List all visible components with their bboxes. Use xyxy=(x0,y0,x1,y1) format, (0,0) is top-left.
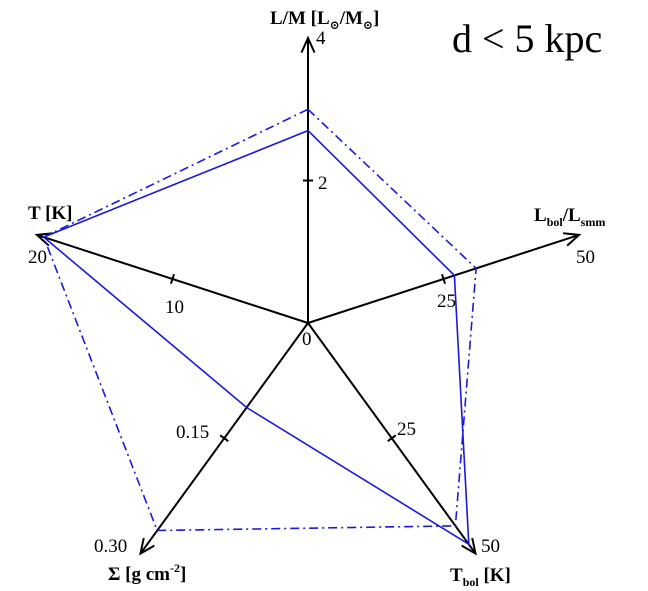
axis-label-sigma: Σ [g cm-2] xyxy=(108,561,186,585)
axis-tick-t xyxy=(169,273,175,285)
tick-label-t-mid: 10 xyxy=(165,297,184,318)
chart-title: d < 5 kpc xyxy=(452,16,602,61)
tick-label-t-max: 20 xyxy=(28,247,47,268)
tick-label-center: 0 xyxy=(302,329,312,350)
tick-label-lbol-mid: 25 xyxy=(437,291,456,312)
axis-label-t: T [K] xyxy=(28,203,73,224)
axis-tick-sigma xyxy=(219,434,229,443)
axes xyxy=(34,35,582,556)
axis-arrowhead-lbol xyxy=(563,232,582,247)
axis-arrowhead-sigma xyxy=(139,537,155,556)
axis-arrowhead-tbol xyxy=(461,537,477,556)
axis-arrowhead-lm xyxy=(300,35,316,54)
tick-label-sigma-mid: 0.15 xyxy=(176,422,209,443)
tick-label-sigma-max: 0.30 xyxy=(94,536,127,557)
series xyxy=(42,108,477,546)
tick-label-tbol-max: 50 xyxy=(481,536,500,557)
axis-tick-tbol xyxy=(387,434,397,443)
axis-label-lm: L/M [L⊙/M⊙] xyxy=(270,8,379,32)
tick-label-lm-max: 4 xyxy=(316,28,326,49)
axis-label-lbol: Lbol/Lsmm xyxy=(534,205,605,229)
axis-label-tbol: Tbol [K] xyxy=(450,565,511,589)
axis-tick-lbol xyxy=(441,273,447,285)
series-polygon-dashdot xyxy=(42,108,477,532)
tick-label-tbol-mid: 25 xyxy=(397,419,416,440)
series-polygon-solid xyxy=(42,129,470,546)
tick-label-lbol-max: 50 xyxy=(576,247,595,268)
tick-label-lm-mid: 2 xyxy=(318,173,328,194)
